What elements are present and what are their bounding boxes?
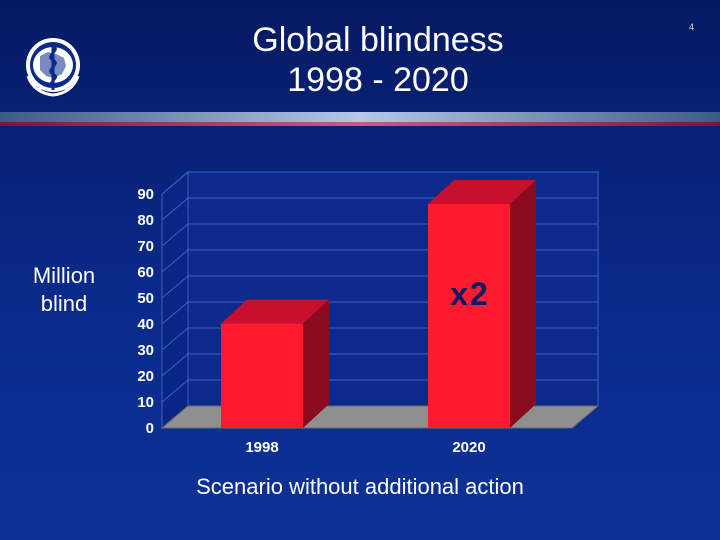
gridline-side	[161, 197, 189, 221]
gridline-side	[161, 379, 189, 403]
bar-side	[303, 299, 329, 428]
y-axis-label: Million blind	[32, 263, 96, 316]
bar-top	[221, 299, 329, 324]
y-tick-label: 60	[137, 264, 154, 281]
side-wall	[161, 170, 189, 430]
bar	[428, 204, 510, 428]
gridline-side	[161, 171, 189, 195]
bar	[221, 323, 303, 428]
who-emblem-icon	[18, 32, 88, 102]
y-tick-label: 10	[137, 394, 154, 411]
slide-number: 4	[688, 22, 694, 32]
y-tick-label: 40	[137, 316, 154, 333]
y-tick-label: 80	[137, 212, 154, 229]
y-tick-label: 20	[137, 368, 154, 385]
annotation-x2: x2	[450, 276, 490, 312]
title-line-2: 1998 - 2020	[287, 61, 469, 99]
bar-top	[428, 180, 536, 204]
gridline-side	[161, 223, 189, 247]
gridline-side	[161, 249, 189, 273]
slide-title: Global blindness 1998 - 2020	[180, 20, 576, 100]
y-tick-label: 30	[137, 342, 154, 359]
title-line-1: Global blindness	[252, 21, 504, 59]
gridline-side	[161, 301, 189, 325]
header-divider-accent	[0, 122, 720, 126]
y-tick-label: 50	[137, 290, 154, 307]
bar-side	[510, 180, 536, 428]
gridline-side	[161, 327, 189, 351]
x-tick-label: 2020	[452, 439, 485, 456]
header-divider	[0, 112, 720, 122]
gridline-side	[161, 275, 189, 299]
y-tick-label: 0	[146, 420, 154, 437]
gridline-side	[161, 353, 189, 377]
x-axis-caption: Scenario without additional action	[196, 474, 524, 499]
y-tick-label: 70	[137, 238, 154, 255]
y-tick-label: 90	[137, 186, 154, 203]
x-tick-label: 1998	[245, 439, 278, 456]
